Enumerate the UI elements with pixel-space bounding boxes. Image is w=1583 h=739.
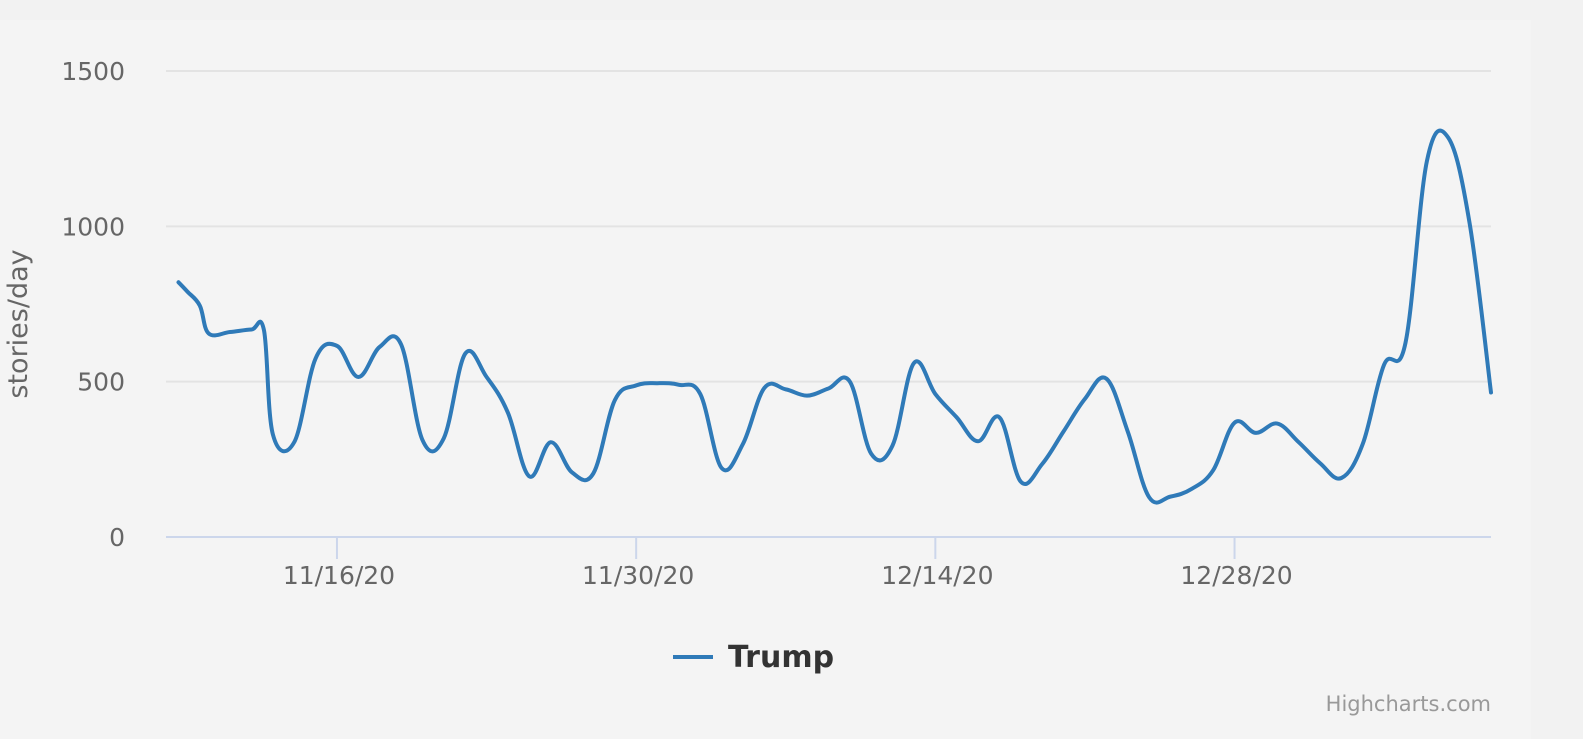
legend-label-trump[interactable]: Trump <box>728 640 834 675</box>
series-line-trump[interactable] <box>176 128 1493 505</box>
x-tick-label: 12/28/20 <box>1180 561 1292 590</box>
y-axis-title: stories/day <box>3 249 34 398</box>
chart-container: 0 500 1000 1500 11/16/20 11/30/20 12/14/20 12/… <box>0 20 1531 739</box>
y-tick-label-500: 500 <box>77 368 125 397</box>
x-tick-label: 11/16/20 <box>283 561 395 590</box>
x-tick-label: 12/14/20 <box>881 561 993 590</box>
series-layer <box>176 128 1493 505</box>
x-tick-label: 11/30/20 <box>582 561 694 590</box>
y-axis-tick-labels: 0 500 1000 1500 <box>61 57 125 552</box>
gridlines <box>166 70 1491 383</box>
credits-link[interactable]: Highcharts.com <box>1326 692 1491 716</box>
x-axis-ticks: 11/16/20 11/30/20 12/14/20 12/28/20 <box>283 537 1293 590</box>
line-chart: 0 500 1000 1500 11/16/20 11/30/20 12/14/20 12/… <box>3 57 1493 716</box>
y-tick-label-1500: 1500 <box>61 57 125 86</box>
legend[interactable]: Trump <box>673 640 834 675</box>
y-tick-label-1000: 1000 <box>61 212 125 241</box>
y-tick-label-0: 0 <box>109 523 125 552</box>
